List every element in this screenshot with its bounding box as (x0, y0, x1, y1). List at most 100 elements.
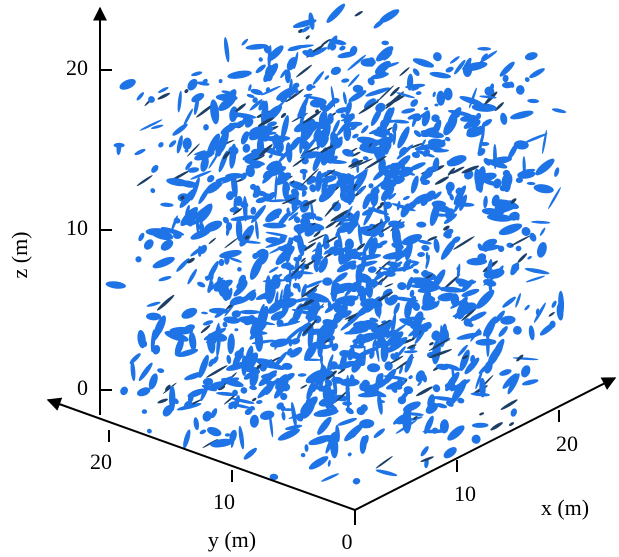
fracture (162, 382, 177, 394)
fracture (224, 237, 239, 249)
fracture (252, 189, 262, 198)
fracture (218, 79, 223, 84)
fracture (120, 386, 128, 396)
fracture (304, 260, 316, 268)
fracture (433, 238, 440, 253)
fracture (160, 227, 185, 236)
fracture (242, 150, 266, 161)
fracture (440, 139, 446, 145)
fracture (297, 373, 307, 377)
fracture (310, 47, 328, 57)
fracture (370, 301, 378, 309)
fracture (396, 346, 406, 358)
fracture (308, 435, 333, 446)
fracture (337, 417, 357, 426)
fracture (286, 57, 297, 71)
fracture (318, 256, 324, 259)
fracture (306, 176, 316, 185)
fracture (291, 189, 299, 213)
fracture (370, 242, 383, 249)
fracture (273, 140, 282, 148)
fracture (325, 370, 337, 381)
fracture (265, 135, 291, 142)
fracture (289, 346, 303, 358)
fracture (376, 85, 395, 102)
fracture (310, 200, 315, 221)
fracture (269, 473, 279, 481)
fracture (382, 118, 395, 123)
fracture (297, 269, 305, 280)
fracture (308, 12, 315, 30)
fracture (255, 64, 266, 74)
fracture (373, 132, 388, 139)
fracture (268, 266, 279, 273)
fracture (405, 83, 426, 89)
fracture (414, 328, 426, 344)
fracture (513, 325, 522, 335)
fracture (299, 152, 325, 159)
fracture (271, 211, 280, 219)
fracture (218, 376, 233, 386)
fracture (398, 365, 404, 375)
fracture (429, 302, 436, 310)
fracture (304, 225, 317, 237)
fracture (494, 102, 504, 112)
fracture (433, 191, 442, 200)
fracture (202, 377, 214, 386)
fracture (389, 86, 400, 97)
fracture (510, 262, 520, 276)
fracture (377, 399, 386, 403)
fracture (493, 338, 505, 357)
fracture (234, 328, 239, 332)
fracture (461, 355, 469, 360)
fracture (336, 301, 353, 307)
fracture (190, 170, 212, 180)
fracture (263, 63, 279, 83)
fracture (477, 243, 483, 251)
fracture (516, 354, 524, 362)
fracture (183, 108, 193, 126)
fracture (190, 228, 211, 240)
fracture (224, 36, 230, 63)
fracture (427, 394, 435, 409)
fracture (409, 162, 426, 171)
fracture (529, 232, 537, 242)
fracture (432, 384, 441, 393)
fracture (291, 401, 297, 428)
fracture (227, 333, 235, 354)
fracture (284, 424, 303, 431)
fracture (192, 203, 213, 220)
fracture (187, 388, 205, 398)
fracture (416, 221, 427, 228)
fracture (305, 369, 327, 384)
fracture (222, 216, 229, 224)
fracture (331, 201, 342, 212)
fracture (172, 397, 179, 405)
fracture (339, 45, 346, 51)
fracture (206, 365, 228, 378)
fracture (377, 220, 389, 228)
fracture (157, 398, 168, 404)
fracture (358, 101, 379, 115)
fracture (440, 239, 456, 260)
fracture (425, 321, 432, 329)
fracture (421, 129, 434, 136)
fracture (527, 98, 540, 104)
fracture (152, 256, 175, 269)
fracture (306, 126, 317, 135)
fracture (385, 331, 404, 346)
fracture (265, 240, 286, 248)
fracture (245, 165, 255, 178)
fracture (258, 100, 265, 111)
fracture (388, 192, 397, 200)
fracture (324, 379, 333, 387)
fracture (260, 100, 269, 126)
fracture (309, 184, 317, 193)
fracture (407, 260, 420, 264)
fracture (325, 431, 337, 454)
fracture (407, 113, 421, 120)
fracture (504, 173, 513, 188)
fracture (475, 369, 483, 390)
fracture (415, 91, 422, 96)
